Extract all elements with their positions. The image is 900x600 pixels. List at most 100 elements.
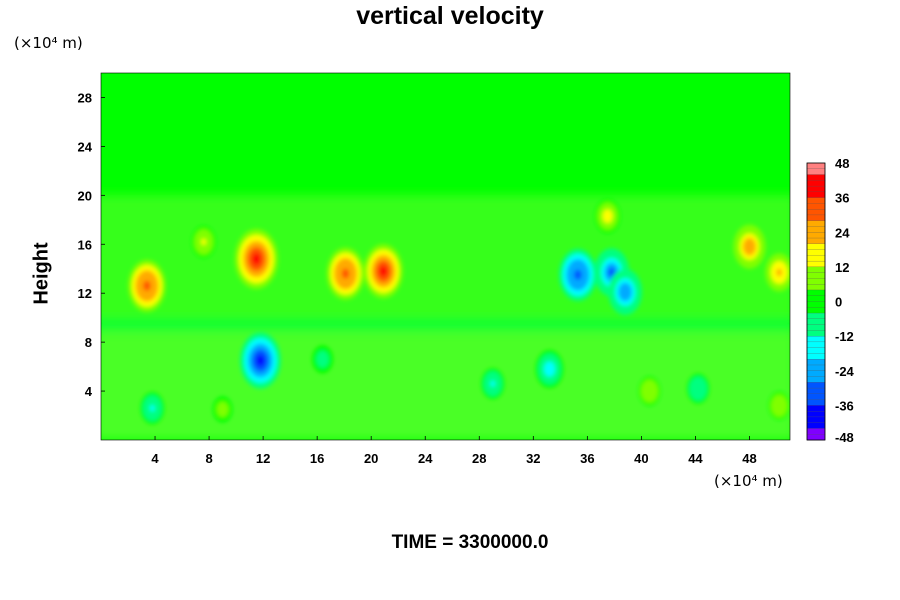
- x-tick-label: 16: [310, 451, 324, 466]
- x-tick-label: 24: [418, 451, 433, 466]
- colorbar-frame: [806, 162, 826, 441]
- velocity-cell: [379, 265, 388, 277]
- colorbar-segment: [806, 237, 826, 245]
- y-tick-label: 12: [78, 286, 92, 301]
- chart-title: vertical velocity: [356, 2, 544, 30]
- x-tick-label: 48: [742, 451, 756, 466]
- velocity-cell: [605, 212, 611, 220]
- lower-band: [101, 325, 790, 440]
- colorbar-segment: [806, 289, 826, 297]
- colorbar-segment: [806, 220, 826, 227]
- colorbar-segment: [806, 260, 826, 268]
- colorbar-segment: [806, 214, 826, 222]
- x-tick-label: 20: [364, 451, 378, 466]
- heatmap-bands: [101, 195, 790, 440]
- velocity-cell: [252, 252, 261, 265]
- layer-edge: [101, 318, 790, 332]
- velocity-cell: [320, 356, 325, 363]
- colorbar-tick-label: -12: [835, 329, 854, 344]
- y-tick-label: 28: [78, 90, 92, 105]
- colorbar-segment: [806, 399, 826, 406]
- colorbar-tick-label: 12: [835, 260, 849, 275]
- colorbar-segment: [806, 347, 826, 354]
- colorbar-segment: [806, 382, 826, 389]
- colorbar-segment: [806, 272, 826, 279]
- x-tick-label: 32: [526, 451, 540, 466]
- colorbar-segment: [806, 301, 826, 308]
- colorbar-tick-label: 48: [835, 156, 849, 171]
- colorbar-segment: [806, 284, 826, 291]
- colorbar-segment: [806, 191, 826, 199]
- x-tick-label: 4: [151, 451, 159, 466]
- velocity-cell: [777, 402, 782, 409]
- velocity-cell: [341, 268, 350, 279]
- colorbar-segment: [806, 318, 826, 326]
- velocity-cell: [149, 404, 155, 412]
- x-tick-label: 8: [205, 451, 212, 466]
- colorbar-segment: [806, 370, 826, 377]
- velocity-cell: [256, 354, 265, 367]
- colorbar-segment: [806, 243, 826, 250]
- colorbar-segment: [806, 324, 826, 331]
- colorbar-segment: [806, 376, 826, 383]
- velocity-cell: [220, 406, 225, 413]
- x-tick-label: 40: [634, 451, 648, 466]
- colorbar-segment: [806, 411, 826, 418]
- colorbar-segment: [806, 168, 826, 175]
- colorbar-segment: [806, 341, 826, 349]
- x-axis-unit: (×10⁴ m): [714, 472, 783, 490]
- colorbar-segment: [806, 393, 826, 401]
- y-axis-unit: (×10⁴ m): [14, 34, 83, 52]
- colorbar-segment: [806, 405, 826, 412]
- colorbar-tick-label: 36: [835, 191, 849, 206]
- colorbar-segment: [806, 428, 826, 435]
- velocity-cell: [143, 280, 151, 292]
- x-tick-label: 28: [472, 451, 486, 466]
- colorbar-segment: [806, 278, 826, 285]
- y-tick-label: 16: [78, 237, 92, 252]
- velocity-cell: [574, 269, 582, 281]
- colorbar-segment: [806, 359, 826, 366]
- velocity-cell: [201, 238, 207, 246]
- colorbar-tick-label: 0: [835, 295, 842, 310]
- colorbar-segment: [806, 180, 826, 187]
- colorbar-segment: [806, 295, 826, 302]
- colorbar-tick-label: -24: [835, 364, 855, 379]
- velocity-cell: [490, 380, 496, 387]
- plot-frame: [100, 72, 791, 441]
- colorbar-segment: [806, 364, 826, 372]
- colorbar-segment: [806, 387, 826, 395]
- velocity-cell: [776, 268, 782, 277]
- x-tick-label: 36: [580, 451, 594, 466]
- colorbar-tick-label: -36: [835, 398, 854, 413]
- y-tick-label: 4: [85, 384, 93, 399]
- colorbar-segment: [806, 353, 826, 360]
- colorbar-segment: [806, 422, 826, 429]
- velocity-cell: [746, 242, 753, 252]
- colorbar-segment: [806, 312, 826, 320]
- colorbar-segment: [806, 249, 826, 256]
- velocity-cell: [608, 267, 616, 278]
- velocity-cell: [647, 388, 652, 394]
- colorbar-segment: [806, 185, 826, 193]
- velocity-cell: [695, 385, 701, 392]
- velocity-cell: [621, 287, 629, 297]
- colorbar-segment: [806, 416, 826, 424]
- colorbar-segment: [806, 434, 826, 441]
- colorbar-segment: [806, 174, 826, 181]
- colorbar-tick-label: 24: [835, 225, 850, 240]
- colorbar-segment: [806, 232, 826, 239]
- mid-band: [101, 195, 790, 320]
- y-tick-label: 24: [78, 139, 93, 154]
- heatmap-field: [101, 73, 790, 440]
- x-tick-label: 12: [256, 451, 270, 466]
- colorbar-segment: [806, 336, 826, 343]
- x-tick-label: 44: [688, 451, 703, 466]
- colorbar-segment: [806, 203, 826, 210]
- time-label: TIME = 3300000.0: [391, 532, 549, 553]
- velocity-cell: [546, 365, 553, 373]
- y-tick-label: 8: [85, 335, 92, 350]
- colorbar-segment: [806, 330, 826, 337]
- colorbar-segment: [806, 197, 826, 204]
